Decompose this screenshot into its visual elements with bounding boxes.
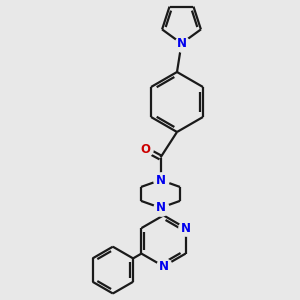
- Text: N: N: [181, 222, 190, 235]
- Text: N: N: [155, 173, 166, 187]
- Text: O: O: [140, 142, 150, 156]
- Text: N: N: [176, 37, 187, 50]
- Text: N: N: [155, 201, 166, 214]
- Text: N: N: [158, 260, 169, 273]
